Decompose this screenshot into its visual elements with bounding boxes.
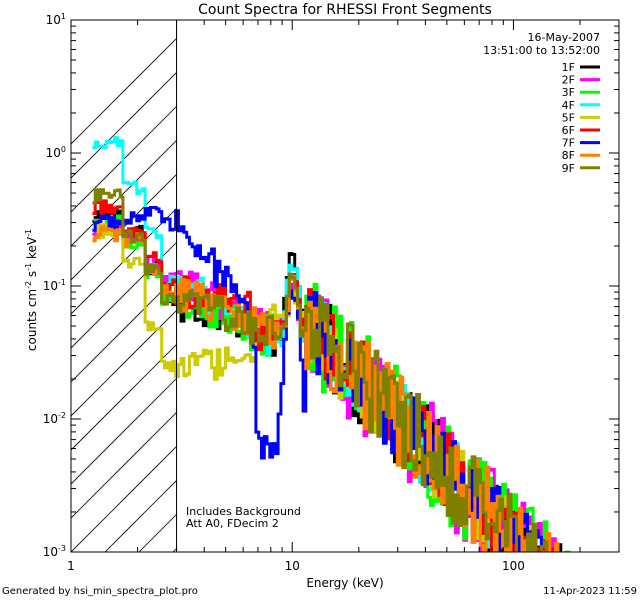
chart-title: Count Spectra for RHESSI Front Segments: [198, 2, 492, 18]
x-tick-label: 100: [502, 559, 525, 573]
note-attenuator: Att A0, FDecim 2: [186, 517, 279, 530]
legend-label-6F: 6F: [562, 124, 575, 137]
y-tick-label: 10-1: [43, 278, 66, 293]
x-axis-label: Energy (keV): [306, 576, 383, 590]
series-9F: [92, 188, 549, 552]
y-tick-label: 10-2: [43, 411, 66, 426]
hatch-mask: [176, 20, 619, 552]
legend-label-7F: 7F: [562, 137, 575, 150]
footer-timestamp: 11-Apr-2023 11:59: [543, 586, 637, 597]
note-background: Includes Background: [186, 505, 301, 518]
legend-label-3F: 3F: [562, 86, 575, 99]
legend-label-5F: 5F: [562, 111, 575, 124]
y-tick-label: 10-3: [43, 544, 66, 559]
x-tick-label: 10: [285, 559, 300, 573]
legend-label-8F: 8F: [562, 149, 575, 162]
footer-generated-by: Generated by hsi_min_spectra_plot.pro: [2, 586, 198, 597]
series-7F: [92, 206, 543, 552]
y-tick-label: 101: [46, 12, 66, 27]
observation-date: 16-May-2007: [528, 31, 600, 44]
axis-ticks: 1 10 100 10-3 10-2 10-1 100 101: [43, 12, 620, 573]
y-tick-label: 100: [46, 145, 66, 160]
legend-label-1F: 1F: [562, 61, 575, 74]
observation-time-range: 13:51:00 to 13:52:00: [483, 44, 600, 57]
legend-label-9F: 9F: [562, 162, 575, 175]
hatch-line: [71, 20, 230, 179]
y-axis-label: counts cm-2 s-1 keV-1: [24, 229, 39, 351]
legend-label-4F: 4F: [562, 99, 575, 112]
hatch-line: [71, 20, 196, 145]
series-8F: [92, 225, 568, 552]
x-tick-label: 1: [67, 559, 75, 573]
legend-label-2F: 2F: [562, 74, 575, 87]
